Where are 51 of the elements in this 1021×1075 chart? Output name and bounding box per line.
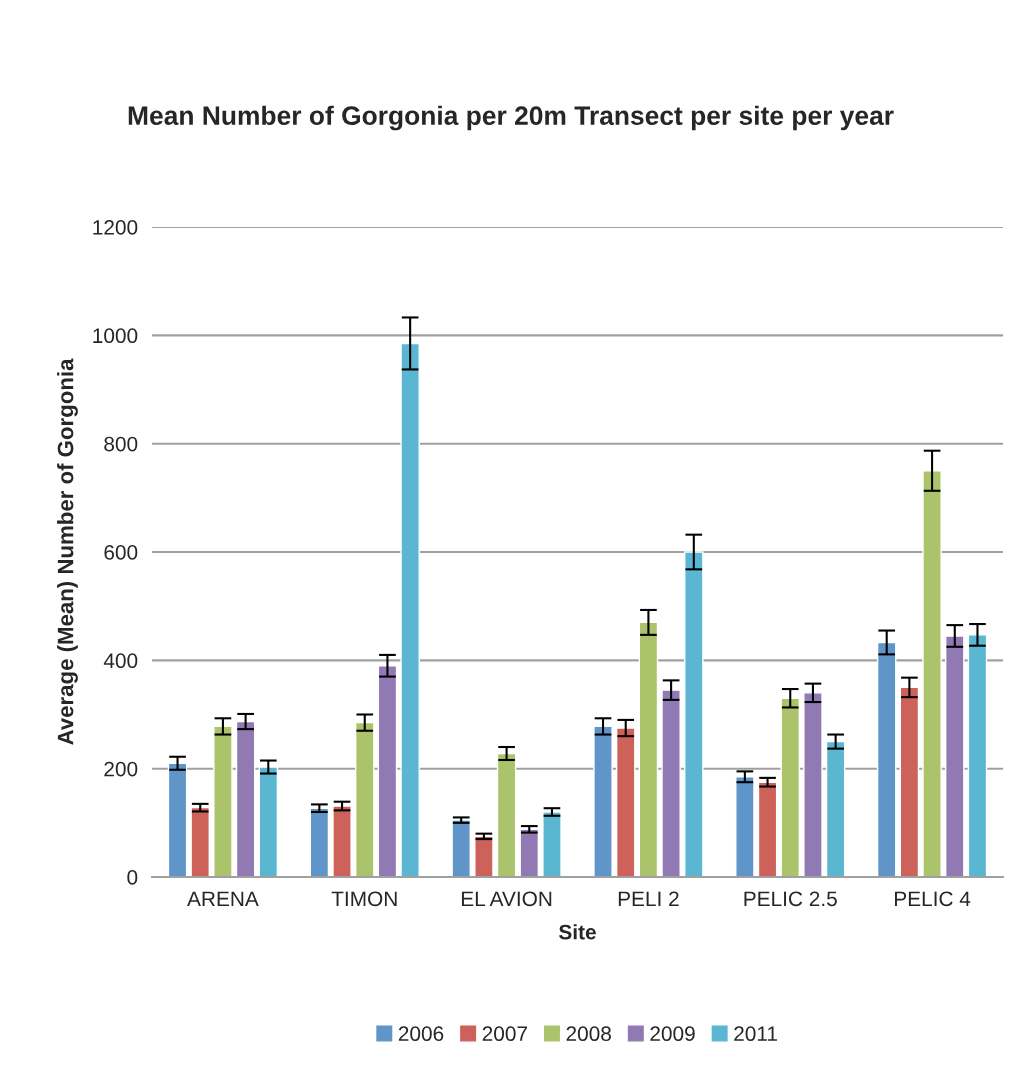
- legend-label: 2009: [650, 1026, 695, 1042]
- bar: [661, 689, 681, 877]
- x-tick-label: ARENA: [187, 891, 259, 906]
- x-tick-label: PELI 2: [618, 891, 679, 906]
- bar: [542, 811, 562, 877]
- legend-label: 2011: [734, 1026, 777, 1042]
- x-tick-label: TIMON: [331, 891, 397, 907]
- bar: [780, 697, 801, 877]
- bar: [474, 835, 494, 877]
- bar: [825, 740, 846, 877]
- y-tick-label: 600: [104, 545, 138, 560]
- bar: [258, 766, 279, 877]
- bar: [496, 752, 517, 877]
- bar: [922, 470, 942, 877]
- bar: [735, 776, 755, 877]
- bar: [684, 551, 704, 877]
- legend-label: 2008: [566, 1026, 611, 1042]
- legend-label: 2007: [482, 1026, 527, 1042]
- bar: [638, 621, 659, 877]
- bar: [213, 725, 233, 877]
- bar: [377, 665, 398, 877]
- bar: [235, 720, 256, 877]
- x-tick-label: PELIC 2.5: [744, 891, 837, 907]
- bar: [757, 781, 778, 877]
- bar: [593, 725, 613, 877]
- chart-title: Mean Number of Gorgonia per 20m Transect per site per year: [128, 105, 894, 131]
- bar: [803, 692, 823, 877]
- legend-label: 2006: [398, 1026, 444, 1042]
- bar: [967, 634, 988, 877]
- x-tick-label: PELIC 4: [895, 891, 971, 907]
- bar: [332, 805, 352, 877]
- y-tick-label: 1200: [93, 220, 138, 235]
- bar: [400, 342, 420, 877]
- x-axis-title: Site: [559, 924, 596, 940]
- bar: [451, 819, 471, 877]
- bar: [899, 686, 920, 877]
- y-tick-label: 400: [103, 653, 138, 669]
- x-tick-label: EL AVION: [461, 891, 552, 907]
- bar: [190, 806, 210, 877]
- bar: [354, 721, 375, 877]
- bar: [945, 635, 965, 877]
- bar: [876, 641, 897, 877]
- y-tick-label: 1000: [93, 328, 138, 344]
- y-tick-label: 200: [104, 761, 138, 777]
- y-axis-title: Average (Mean) Number of Gorgonia: [57, 358, 78, 745]
- y-tick-label: 800: [104, 436, 138, 452]
- bar: [167, 762, 188, 877]
- bar: [615, 727, 636, 877]
- bar: [519, 828, 540, 877]
- y-tick-label: 0: [127, 870, 138, 885]
- bar: [309, 807, 330, 877]
